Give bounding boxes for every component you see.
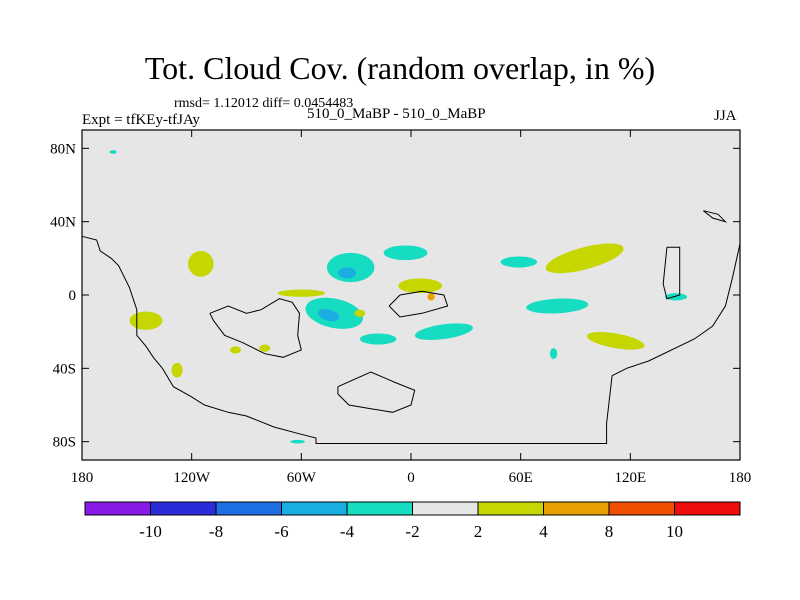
x-tick-label: 120E <box>614 470 646 486</box>
field-background <box>82 130 740 460</box>
coastline-2 <box>209 298 302 358</box>
contour-region-13 <box>277 289 326 297</box>
colorbar-label: 10 <box>666 522 683 541</box>
contour-region-7 <box>337 267 357 279</box>
contour-region-5 <box>259 344 271 352</box>
colorbar-box-3 <box>215 501 282 516</box>
center-label: 510_0_MaBP - 510_0_MaBP <box>307 106 486 122</box>
colorbar-label: -8 <box>209 522 223 541</box>
colorbar-box-1 <box>84 501 151 516</box>
contour-region-4 <box>230 346 242 354</box>
colorbar-box-2 <box>150 501 217 516</box>
x-tick-label: 180 <box>71 470 94 486</box>
coastline-6 <box>703 210 728 223</box>
contour-region-16 <box>427 293 435 301</box>
contour-region-10 <box>383 245 428 261</box>
season-label: JJA <box>714 108 737 124</box>
x-tick-label: 0 <box>407 470 415 486</box>
contour-region-14 <box>354 309 366 318</box>
y-tick-label: 0 <box>69 288 77 304</box>
x-tick-label: 180 <box>729 470 752 486</box>
colorbar-box-6 <box>412 501 479 516</box>
contour-region-9 <box>318 309 340 322</box>
contour-region-3 <box>171 362 183 378</box>
stats-label: rmsd= 1.12012 diff= 0.0454483 <box>174 96 354 111</box>
y-tick-label: 80S <box>53 435 76 451</box>
contour-region-15 <box>398 278 443 294</box>
experiment-label: Expt = tfKEy-tfJAy <box>82 112 200 128</box>
contour-region-19 <box>526 298 589 314</box>
y-tick-label: 40N <box>50 215 76 231</box>
y-tick-label: 40S <box>53 361 76 377</box>
colorbar-label: -6 <box>274 522 288 541</box>
coastline-1 <box>81 235 741 444</box>
x-tick-label: 60W <box>287 470 317 486</box>
contour-region-18 <box>545 243 624 274</box>
colorbar-box-4 <box>281 501 348 516</box>
colorbar-label: -2 <box>405 522 419 541</box>
contour-region-22 <box>549 348 558 360</box>
colorbar-box-9 <box>608 501 675 516</box>
coastline-4 <box>388 290 449 318</box>
chart-title: Tot. Cloud Cov. (random overlap, in %) <box>144 50 656 86</box>
contour-region-1 <box>188 251 214 277</box>
contour-region-12 <box>414 323 473 340</box>
x-tick-label: 60E <box>509 470 533 486</box>
colorbar-label: 8 <box>605 522 614 541</box>
colorbar-label: 4 <box>539 522 548 541</box>
contour-region-2 <box>129 311 163 330</box>
contour-region-21 <box>665 293 687 301</box>
colorbar-label: -10 <box>139 522 162 541</box>
contour-region-17 <box>500 256 538 268</box>
contour-region-23 <box>109 150 117 154</box>
contour-region-24 <box>290 439 305 444</box>
colorbar-box-8 <box>543 501 610 516</box>
colorbar-label: -4 <box>340 522 355 541</box>
colorbar-box-10 <box>674 501 741 516</box>
colorbar-box-7 <box>477 501 544 516</box>
contour-region-11 <box>359 333 397 345</box>
colorbar-box-5 <box>346 501 413 516</box>
coastline-3 <box>337 371 416 413</box>
coastline-5 <box>662 246 681 300</box>
x-tick-label: 120W <box>173 470 211 486</box>
colorbar-label: 2 <box>474 522 483 541</box>
y-tick-label: 80N <box>50 141 76 157</box>
contour-region-20 <box>586 332 645 350</box>
